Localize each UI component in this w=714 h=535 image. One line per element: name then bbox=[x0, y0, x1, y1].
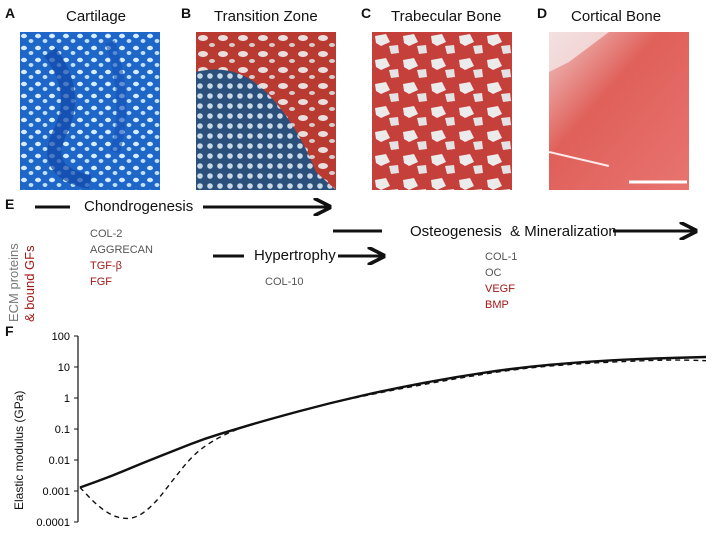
y-tick-label: 1 bbox=[64, 393, 70, 405]
cartilage-micrograph bbox=[20, 32, 160, 190]
y-tick-label: 0.0001 bbox=[36, 517, 70, 529]
y-tick-label: 10 bbox=[58, 362, 70, 374]
trabecular-bone-micrograph bbox=[372, 32, 512, 190]
transition-zone-texture bbox=[196, 32, 336, 190]
series-line-dashed bbox=[79, 359, 707, 520]
panel-title-transition-zone: Transition Zone bbox=[214, 8, 318, 25]
y-axis-ticks: 100 10 1 0.1 0.01 0.001 0.0001 bbox=[36, 331, 78, 529]
marker-aggrecan: AGGRECAN bbox=[90, 244, 153, 256]
panel-title-trabecular-bone: Trabecular Bone bbox=[391, 8, 502, 25]
panel-title-cartilage: Cartilage bbox=[66, 8, 127, 25]
panel-letter-e: E bbox=[5, 196, 15, 212]
factor-tgf-beta: TGF-β bbox=[90, 260, 122, 272]
series-line-solid bbox=[79, 355, 707, 489]
factor-fgf: FGF bbox=[90, 276, 112, 288]
y-tick-label: 0.1 bbox=[55, 424, 70, 436]
chondrogenesis-label: Chondrogenesis bbox=[84, 198, 194, 215]
panel-letter-d: D bbox=[537, 5, 548, 21]
panel-letter-f: F bbox=[5, 323, 14, 339]
panel-title-cortical-bone: Cortical Bone bbox=[571, 8, 662, 25]
y-tick-label: 0.001 bbox=[42, 486, 70, 498]
cortical-bone-micrograph bbox=[549, 32, 689, 190]
transition-zone-micrograph bbox=[196, 32, 336, 190]
panel-letter-b: B bbox=[181, 5, 192, 21]
panel-letter-a: A bbox=[5, 5, 16, 21]
panel-letter-c: C bbox=[361, 5, 372, 21]
factor-vegf: VEGF bbox=[485, 283, 515, 295]
marker-col-1: COL-1 bbox=[485, 251, 518, 263]
stage-arrows bbox=[35, 0, 714, 320]
series-lines bbox=[79, 355, 707, 520]
y-tick-label: 0.01 bbox=[49, 455, 70, 467]
cartilage-texture bbox=[20, 32, 160, 190]
marker-col-10: COL-10 bbox=[265, 276, 304, 288]
factor-bmp: BMP bbox=[485, 299, 509, 311]
hypertrophy-label: Hypertrophy bbox=[254, 247, 336, 264]
trabecular-bone-texture bbox=[372, 32, 512, 190]
marker-oc: OC bbox=[485, 267, 502, 279]
y-tick-label: 100 bbox=[52, 331, 70, 343]
cortical-bone-texture bbox=[549, 32, 689, 190]
marker-col-2: COL-2 bbox=[90, 228, 123, 240]
osteogenesis-label: Osteogenesis & Mineralization bbox=[410, 223, 617, 240]
